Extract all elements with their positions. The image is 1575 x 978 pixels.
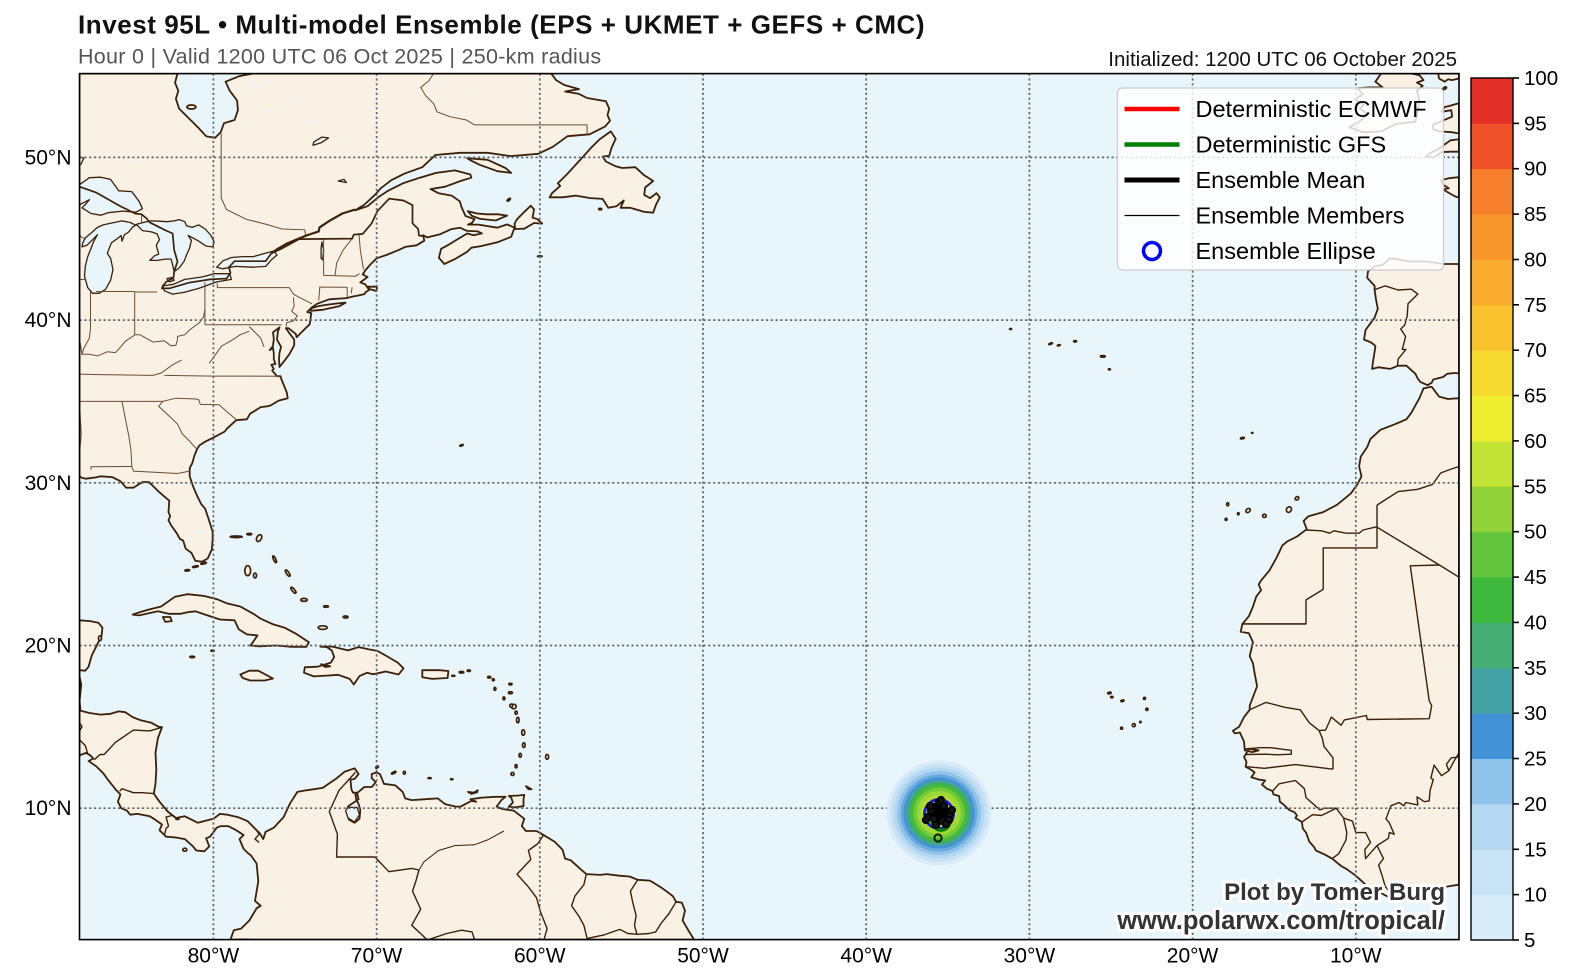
svg-text:30: 30	[1524, 702, 1547, 725]
svg-text:Initialized: 1200 UTC 06 Octob: Initialized: 1200 UTC 06 October 2025	[1108, 48, 1457, 71]
svg-text:35: 35	[1524, 657, 1547, 680]
svg-text:80°W: 80°W	[188, 945, 240, 968]
svg-text:Hour 0 | Valid 1200 UTC 06 Oct: Hour 0 | Valid 1200 UTC 06 Oct 2025 | 25…	[78, 45, 601, 69]
svg-text:80: 80	[1524, 249, 1547, 272]
svg-text:85: 85	[1524, 203, 1547, 226]
svg-text:70°W: 70°W	[351, 945, 403, 968]
svg-text:Deterministic GFS: Deterministic GFS	[1196, 132, 1387, 158]
svg-text:Ensemble Members: Ensemble Members	[1196, 203, 1405, 229]
svg-text:www.polarwx.com/tropical/: www.polarwx.com/tropical/	[1116, 907, 1445, 935]
svg-text:55: 55	[1524, 475, 1547, 498]
svg-text:65: 65	[1524, 385, 1547, 408]
svg-text:90: 90	[1524, 158, 1547, 181]
svg-text:20°N: 20°N	[25, 635, 72, 658]
svg-text:Deterministic ECMWF: Deterministic ECMWF	[1196, 96, 1427, 122]
svg-text:30°N: 30°N	[25, 472, 72, 495]
svg-text:10: 10	[1524, 884, 1547, 907]
svg-text:60: 60	[1524, 430, 1547, 453]
svg-text:10°N: 10°N	[25, 797, 72, 820]
svg-text:95: 95	[1524, 112, 1547, 135]
svg-text:25: 25	[1524, 748, 1547, 771]
svg-text:50°W: 50°W	[677, 945, 729, 968]
svg-text:40: 40	[1524, 611, 1547, 634]
svg-text:60°W: 60°W	[514, 945, 566, 968]
svg-text:100: 100	[1524, 67, 1558, 90]
svg-text:20: 20	[1524, 793, 1547, 816]
svg-text:50: 50	[1524, 521, 1547, 544]
svg-text:15: 15	[1524, 838, 1547, 861]
svg-text:20°W: 20°W	[1167, 945, 1219, 968]
svg-text:5: 5	[1524, 929, 1535, 952]
svg-text:Ensemble Ellipse: Ensemble Ellipse	[1196, 238, 1376, 264]
svg-text:40°N: 40°N	[25, 309, 72, 332]
svg-text:Invest 95L • Multi-model Ensem: Invest 95L • Multi-model Ensemble (EPS +…	[78, 10, 925, 40]
svg-text:50°N: 50°N	[25, 146, 72, 169]
svg-text:75: 75	[1524, 294, 1547, 317]
svg-text:70: 70	[1524, 339, 1547, 362]
svg-text:40°W: 40°W	[840, 945, 892, 968]
svg-text:30°W: 30°W	[1004, 945, 1056, 968]
svg-text:10°W: 10°W	[1330, 945, 1382, 968]
svg-text:Ensemble Mean: Ensemble Mean	[1196, 167, 1366, 193]
svg-text:45: 45	[1524, 566, 1547, 589]
svg-text:Plot by Tomer Burg: Plot by Tomer Burg	[1224, 879, 1445, 906]
